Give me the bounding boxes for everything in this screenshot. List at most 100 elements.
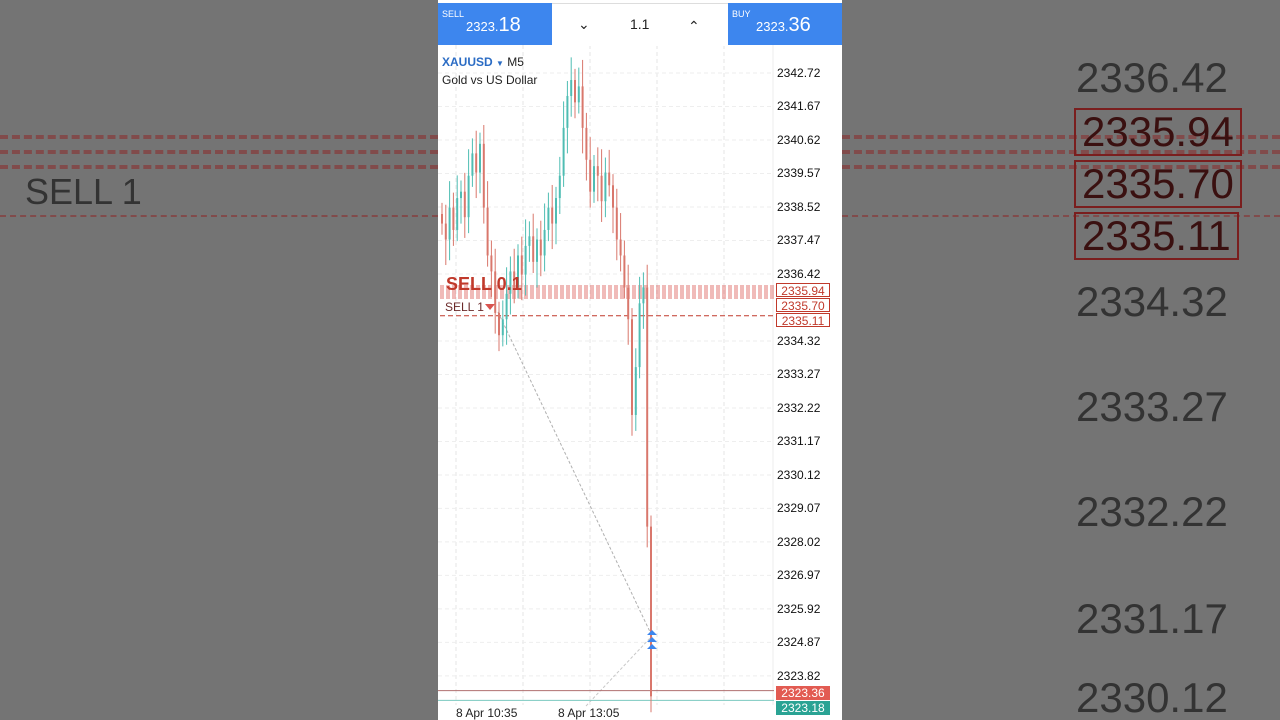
price-axis-label: 2325.92	[777, 601, 821, 616]
candle-body	[520, 255, 523, 275]
price-axis-label: 2340.62	[777, 132, 821, 147]
candle-body	[608, 172, 611, 186]
dropdown-icon: ▼	[496, 59, 504, 68]
candle-body	[498, 312, 500, 336]
candle-body	[574, 80, 576, 103]
sell-price-main: 2323.	[466, 19, 499, 34]
candle-body	[441, 213, 443, 224]
candle-body	[577, 86, 580, 103]
candle-body	[539, 239, 542, 256]
candle-body	[604, 172, 607, 202]
candle-body	[452, 207, 455, 230]
buy-button[interactable]: BUY 2323.36	[728, 3, 842, 45]
buy-price-main: 2323.	[756, 19, 789, 34]
bid-price-tag: 2323.18	[776, 701, 830, 715]
candle-body	[585, 127, 588, 160]
candle-body	[456, 198, 459, 230]
volume-control: ⌄ 1.1 ⌃	[552, 3, 728, 46]
candle-body	[509, 271, 512, 294]
candle-body	[600, 175, 603, 202]
price-axis-label: 2339.57	[777, 166, 821, 181]
candle-body	[581, 86, 584, 128]
price-axis-label: 2336.42	[777, 266, 821, 281]
candle-body	[532, 236, 535, 262]
candle-body	[634, 367, 637, 415]
candle-body	[631, 319, 633, 415]
bg-price: 2335.11	[1074, 212, 1239, 260]
price-axis-label: 2338.52	[777, 199, 821, 214]
candle-body	[615, 207, 618, 240]
volume-input[interactable]: 1.1	[630, 16, 650, 32]
price-axis-label: 2342.72	[777, 66, 821, 80]
buy-arrow-icon	[647, 630, 657, 649]
order-label-group: SELL 0.1	[446, 274, 522, 294]
price-axis-label: 2323.82	[777, 668, 821, 683]
candle-body	[463, 191, 466, 218]
trading-app: SELL 2323.18 ⌄ 1.1 ⌃ BUY 2323.36 XAUUSD …	[438, 0, 842, 720]
candle-body	[479, 143, 481, 173]
candle-body	[517, 255, 519, 288]
price-axis-label: 2326.97	[777, 568, 821, 583]
sell-arrow-icon	[485, 304, 495, 310]
bg-price: 2335.70	[1074, 160, 1242, 208]
price-axis-label: 2332.22	[777, 400, 821, 415]
candle-body	[524, 245, 527, 275]
bg-sell-label: SELL 1	[25, 171, 142, 212]
candle-body	[555, 198, 557, 224]
order-label-sell-1: SELL 1	[445, 300, 484, 314]
price-axis-label: 2341.67	[777, 99, 821, 114]
order-price-tag: 2335.70	[776, 298, 830, 313]
candle-body	[547, 207, 550, 230]
candle-body	[596, 166, 599, 176]
price-axis-label: 2324.87	[777, 635, 821, 650]
trade-history-line	[585, 635, 653, 707]
candle-body	[612, 185, 614, 208]
candle-body	[494, 271, 497, 313]
time-label: 8 Apr 13:05	[558, 706, 620, 720]
bg-price: 2332.22	[1076, 488, 1228, 535]
candle-body	[646, 287, 649, 527]
order-price-tag: 2335.11	[776, 313, 830, 328]
blurred-background-left: SELL 1	[0, 0, 438, 720]
blurred-background-right: 2336.42 2335.94 2335.70 2335.11 2334.32 …	[842, 0, 1280, 720]
candle-body	[513, 271, 516, 288]
bg-price: 2331.17	[1076, 595, 1228, 642]
chevron-down-icon[interactable]: ⌄	[578, 16, 590, 32]
candle-body	[650, 526, 652, 697]
candle-body	[551, 207, 554, 224]
sell-price-big: 18	[498, 14, 521, 36]
candle-body	[593, 166, 595, 192]
candle-body	[619, 239, 622, 256]
ask-price-tag: 2323.36	[776, 686, 830, 700]
candle-body	[486, 207, 489, 256]
price-axis-label: 2329.07	[777, 501, 821, 516]
candle-body	[642, 287, 645, 304]
sell-button[interactable]: SELL 2323.18	[438, 3, 552, 45]
candle-body	[490, 255, 493, 272]
buy-price: 2323.36	[756, 14, 811, 37]
candle-body	[482, 143, 485, 208]
candle-body	[501, 319, 504, 336]
candle-body	[566, 95, 569, 128]
candle-body	[623, 255, 626, 288]
candle-body	[562, 127, 565, 176]
candle-body	[444, 223, 447, 240]
candle-body	[471, 153, 474, 176]
chevron-up-icon[interactable]: ⌃	[688, 18, 700, 34]
buy-price-big: 36	[788, 14, 811, 36]
price-axis-label: 2333.27	[777, 367, 821, 382]
symbol-info[interactable]: XAUUSD ▼ M5 Gold vs US Dollar	[442, 54, 537, 88]
time-label: 8 Apr 10:35	[456, 706, 518, 720]
candle-body	[505, 293, 508, 320]
candle-body	[638, 303, 641, 368]
bg-price: 2335.94	[1074, 108, 1242, 156]
candle-body	[627, 287, 630, 320]
candle-body	[570, 80, 573, 96]
price-axis-label: 2331.17	[777, 434, 821, 449]
symbol-name: XAUUSD	[442, 55, 493, 69]
bg-price: 2334.32	[1076, 278, 1228, 325]
price-chart[interactable]	[438, 0, 842, 720]
trade-history-line	[497, 311, 653, 637]
candle-body	[528, 236, 531, 246]
candle-body	[448, 207, 451, 240]
